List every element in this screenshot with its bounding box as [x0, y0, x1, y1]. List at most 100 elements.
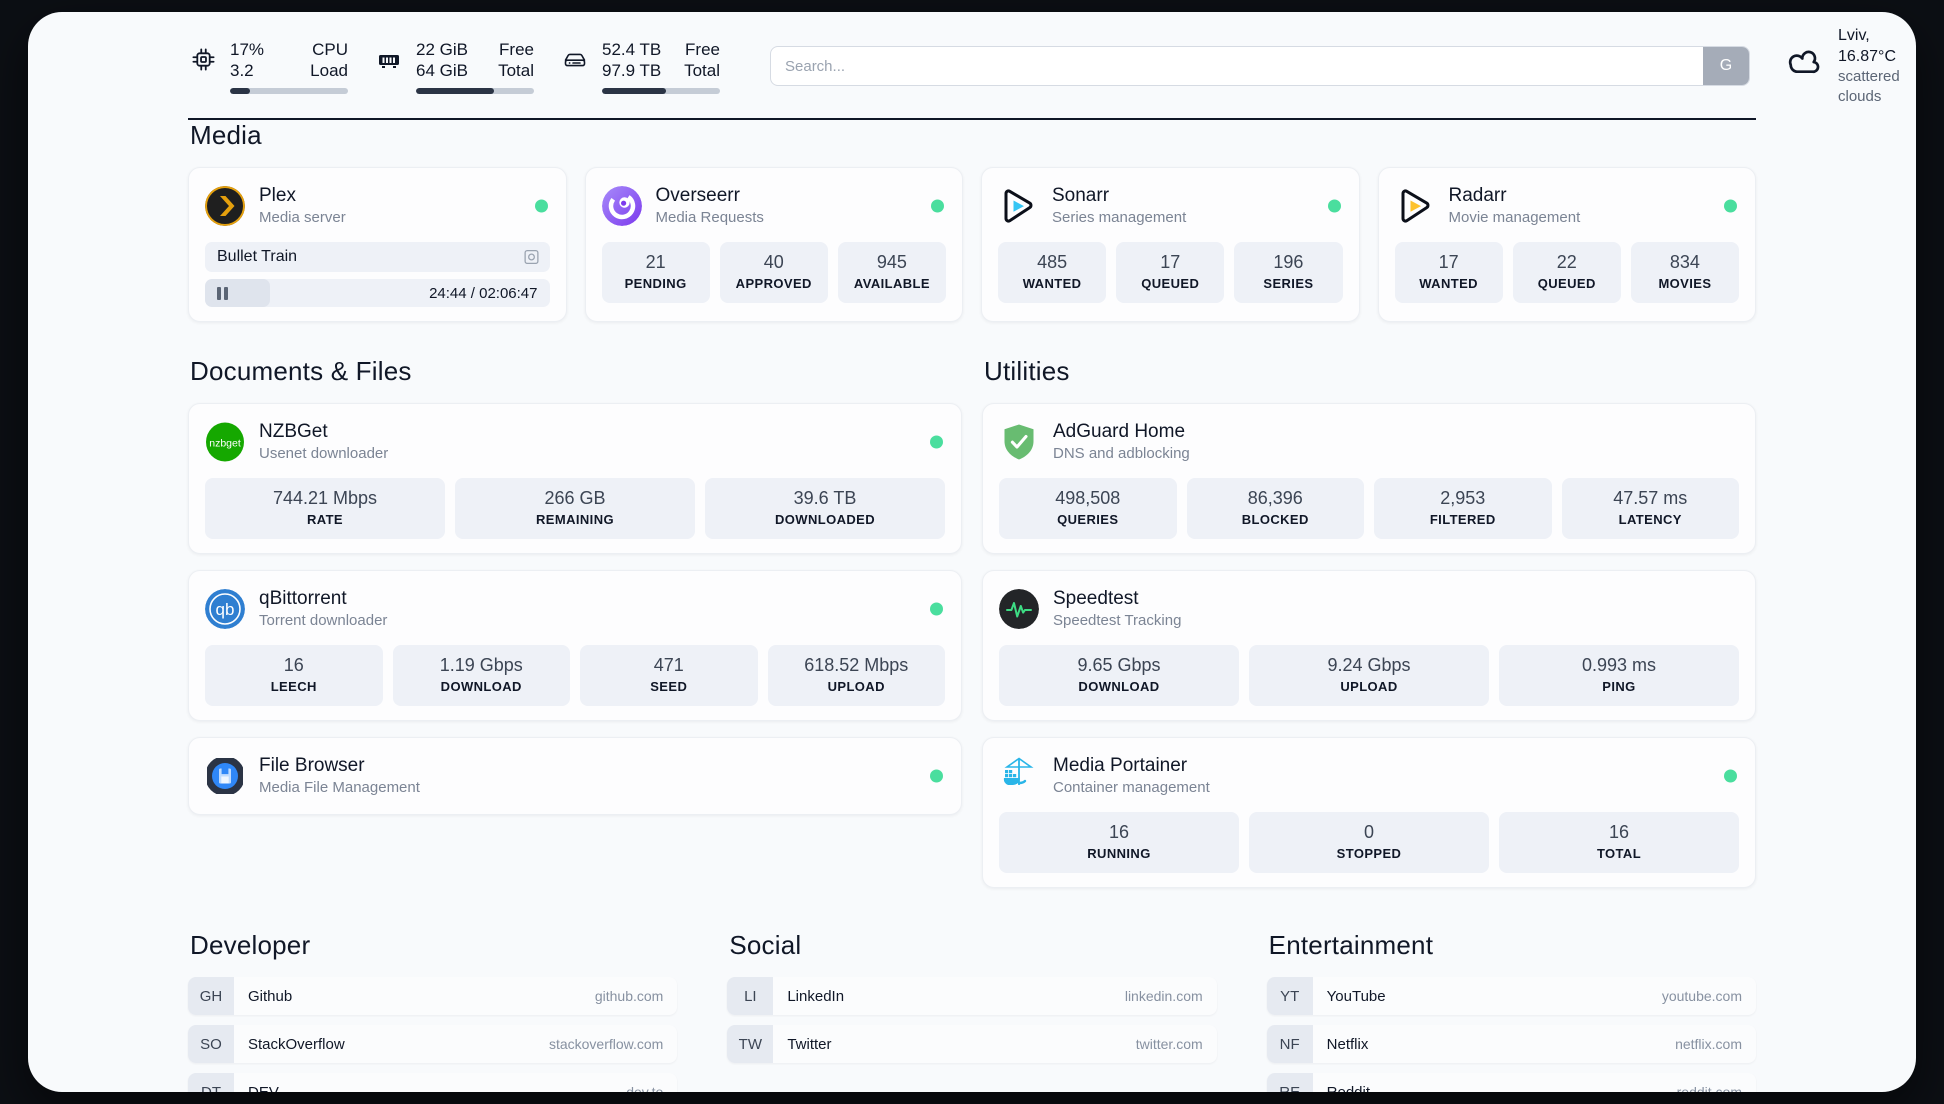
service-card-header: Overseerr Media Requests	[601, 182, 947, 230]
service-stat: 945 AVAILABLE	[837, 242, 947, 303]
service-stat-value: 17	[1160, 252, 1181, 272]
service-card[interactable]: Media Portainer Container management 16 …	[982, 737, 1756, 888]
service-stat-value: 744.21 Mbps	[272, 488, 378, 508]
service-card[interactable]: qb qBittorrent Torrent downloader 16 LEE…	[188, 570, 962, 721]
service-card[interactable]: Overseerr Media Requests 21 PENDING 40 A…	[584, 167, 963, 322]
service-stat-value: 471	[653, 655, 684, 675]
player-progress-bar[interactable]: 24:44 / 02:06:47	[205, 279, 550, 307]
service-card-header: Radarr Movie management	[1395, 182, 1740, 230]
service-stat: 471 SEED	[580, 645, 758, 706]
bookmark-group-title: Social	[729, 930, 802, 960]
service-stat-label: LATENCY	[1618, 512, 1682, 527]
bookmark-url: twitter.com	[1135, 1036, 1203, 1052]
stat-left-bottom: 64 GiB	[416, 60, 468, 80]
status-indicator	[534, 199, 548, 213]
service-stat: 834 MOVIES	[1630, 242, 1740, 303]
qbittorrent-icon: qb	[205, 589, 245, 629]
service-stat-label: WANTED	[1419, 276, 1478, 291]
service-name: Plex	[259, 185, 296, 206]
service-stat-value: 86,396	[1247, 488, 1303, 508]
service-card[interactable]: Radarr Movie management 17 WANTED 22 QUE…	[1377, 167, 1756, 322]
bookmark-name: Reddit	[1326, 1083, 1371, 1093]
service-stat: 196 SERIES	[1234, 242, 1343, 303]
service-stat-value: 17	[1438, 252, 1459, 272]
service-card[interactable]: Plex Media server Bullet Train 24:44 / 0…	[188, 167, 567, 322]
service-stat-label: BLOCKED	[1241, 512, 1309, 527]
service-stat-label: QUEUED	[1537, 276, 1596, 291]
now-playing-title-bar: Bullet Train	[205, 242, 550, 272]
service-name: qBittorrent	[259, 588, 347, 609]
service-stats-row: 9.65 Gbps DOWNLOAD 9.24 Gbps UPLOAD 0.99…	[999, 645, 1739, 706]
bookmark-item[interactable]: RE Reddit reddit.com	[1266, 1073, 1756, 1093]
service-description: Movie management	[1448, 209, 1581, 226]
bookmark-item[interactable]: GH Github github.com	[188, 977, 678, 1015]
service-stat-value: 618.52 Mbps	[804, 655, 909, 675]
service-stat: 9.24 Gbps UPLOAD	[1249, 645, 1489, 706]
service-stat-label: QUEUED	[1141, 276, 1200, 291]
service-stat-value: 485	[1037, 252, 1068, 272]
service-stat-label: TOTAL	[1596, 846, 1642, 861]
bookmark-name: LinkedIn	[787, 987, 845, 1005]
adguard-icon	[999, 422, 1039, 462]
bookmark-item[interactable]: YT YouTube youtube.com	[1266, 977, 1756, 1015]
service-stat: 47.57 ms LATENCY	[1561, 478, 1739, 539]
stat-left-bottom: 3.2	[230, 60, 254, 80]
stat-left-top: 22 GiB	[416, 39, 468, 59]
search-submit-button[interactable]: G	[1703, 47, 1749, 85]
service-stat-value: 945	[876, 252, 907, 272]
service-stat-value: 16	[1608, 822, 1630, 842]
bookmark-item[interactable]: NF Netflix netflix.com	[1266, 1025, 1756, 1063]
service-stat: 618.52 Mbps UPLOAD	[767, 645, 945, 706]
service-stat: 2,953 FILTERED	[1374, 478, 1552, 539]
bookmark-item[interactable]: DT DEV dev.to	[188, 1073, 678, 1093]
service-stat-label: RUNNING	[1087, 846, 1151, 861]
service-stat: 9.65 Gbps DOWNLOAD	[999, 645, 1239, 706]
service-stat-label: QUERIES	[1057, 512, 1119, 527]
bookmark-item[interactable]: TW Twitter twitter.com	[727, 1025, 1217, 1063]
cast-icon[interactable]	[523, 249, 540, 266]
bookmark-abbr: NF	[1266, 1025, 1313, 1063]
service-card-header: Media Portainer Container management	[999, 752, 1739, 800]
service-stat-label: PENDING	[624, 276, 687, 291]
stat-progress-track	[602, 87, 720, 94]
service-stat: 266 GB REMAINING	[455, 478, 695, 539]
service-card[interactable]: AdGuard Home DNS and adblocking 498,508 …	[982, 403, 1756, 554]
bookmark-item[interactable]: LI LinkedIn linkedin.com	[727, 977, 1217, 1015]
status-indicator	[1327, 199, 1341, 213]
search-input[interactable]	[771, 47, 1703, 85]
service-card[interactable]: Sonarr Series management 485 WANTED 17 Q…	[981, 167, 1360, 322]
search-bar[interactable]: G	[770, 46, 1750, 86]
service-stat: 22 QUEUED	[1512, 242, 1621, 303]
service-description: Usenet downloader	[259, 445, 389, 462]
service-stats-row: 485 WANTED 17 QUEUED 196 SERIES	[998, 242, 1343, 303]
weather-location-temp: Lviv, 16.87°C	[1838, 27, 1896, 65]
pause-icon[interactable]	[217, 286, 228, 300]
utilities-card-list: AdGuard Home DNS and adblocking 498,508 …	[982, 403, 1756, 888]
service-card-header: AdGuard Home DNS and adblocking	[999, 418, 1739, 466]
bookmark-abbr: GH	[188, 977, 234, 1015]
service-stat-value: 39.6 TB	[793, 488, 857, 508]
bookmark-item[interactable]: SO StackOverflow stackoverflow.com	[188, 1025, 678, 1063]
bookmark-group: Developer GH Github github.com SO StackO…	[188, 930, 678, 1093]
system-stat-disk: 52.4 TB Free 97.9 TB Total	[560, 39, 720, 94]
weather-condition: scattered clouds	[1838, 68, 1900, 105]
service-stat-label: UPLOAD	[827, 679, 885, 694]
bookmark-group-title: Developer	[190, 930, 311, 960]
service-stat-label: AVAILABLE	[853, 276, 930, 291]
service-stat: 16 TOTAL	[1499, 812, 1739, 873]
bookmark-name: DEV	[248, 1083, 279, 1093]
service-stat-value: 1.19 Gbps	[439, 655, 523, 675]
stat-progress-track	[416, 87, 534, 94]
service-card[interactable]: File Browser Media File Management	[188, 737, 962, 815]
system-stat-cpu: 17% CPU 3.2 Load	[188, 39, 348, 94]
bookmark-name: Twitter	[787, 1035, 832, 1053]
cloud-icon	[1786, 47, 1824, 85]
service-card[interactable]: Speedtest Speedtest Tracking 9.65 Gbps D…	[982, 570, 1756, 721]
portainer-icon	[999, 756, 1039, 796]
bookmark-name: Github	[248, 987, 293, 1005]
service-stat-label: APPROVED	[735, 276, 812, 291]
player-progress-fill	[205, 279, 271, 307]
service-card[interactable]: nzbget NZBGet Usenet downloader 744.21 M…	[188, 403, 962, 554]
service-stat-value: 16	[283, 655, 304, 675]
dashboard-window: 17% CPU 3.2 Load 22 GiB Free 64 GiB Tota…	[28, 12, 1916, 1092]
